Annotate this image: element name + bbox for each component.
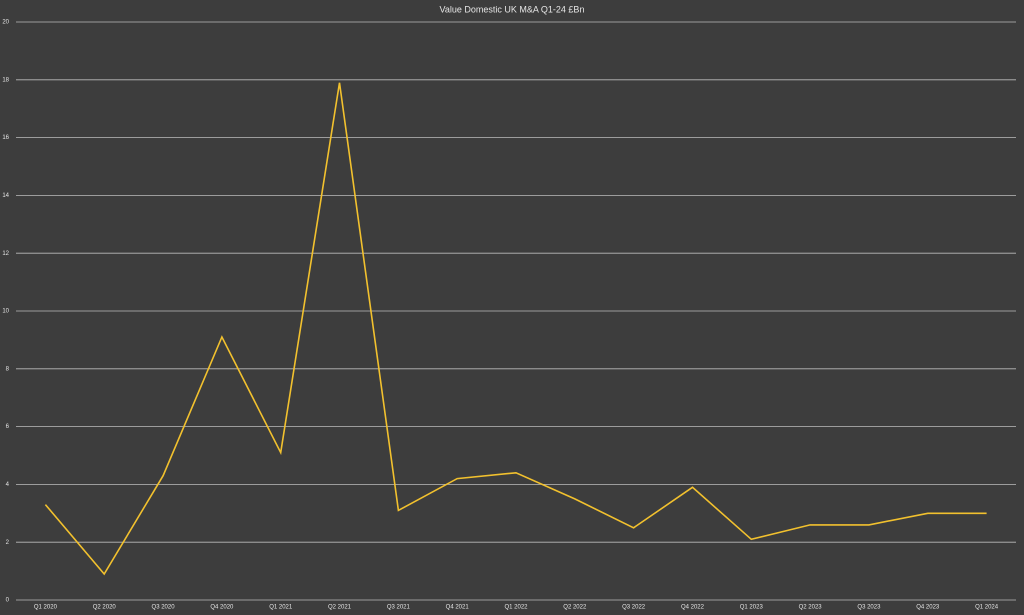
x-tick-label: Q3 2021 (387, 605, 411, 611)
y-tick-label: 2 (6, 540, 10, 546)
x-tick-label: Q3 2020 (152, 605, 176, 611)
y-tick-label: 6 (6, 424, 10, 430)
x-tick-label: Q2 2022 (563, 605, 587, 611)
x-tick-label: Q4 2023 (916, 605, 940, 611)
x-tick-label: Q3 2023 (857, 605, 881, 611)
x-tick-label: Q2 2023 (799, 605, 823, 611)
y-tick-label: 8 (6, 366, 10, 372)
data-line (44, 82, 987, 576)
x-tick-label: Q1 2021 (269, 605, 293, 611)
y-tick-label: 0 (6, 598, 10, 604)
x-tick-label: Q1 2024 (975, 605, 999, 611)
x-tick-label: Q4 2021 (446, 605, 470, 611)
x-tick-label: Q1 2023 (740, 605, 764, 611)
x-tick-label: Q1 2020 (34, 605, 58, 611)
x-tick-label: Q1 2022 (504, 605, 528, 611)
x-tick-label: Q4 2022 (681, 605, 705, 611)
y-tick-label: 12 (2, 251, 9, 257)
x-tick-label: Q3 2022 (622, 605, 646, 611)
x-tick-label: Q4 2020 (210, 605, 234, 611)
y-tick-label: 14 (2, 193, 9, 199)
y-tick-label: 16 (2, 135, 9, 141)
y-tick-label: 10 (2, 309, 9, 315)
chart-title: Value Domestic UK M&A Q1-24 £Bn (440, 4, 585, 14)
y-tick-label: 20 (2, 20, 9, 26)
x-tick-label: Q2 2020 (93, 605, 117, 611)
x-tick-label: Q2 2021 (328, 605, 352, 611)
y-tick-label: 18 (2, 77, 9, 83)
y-tick-label: 4 (6, 482, 10, 488)
